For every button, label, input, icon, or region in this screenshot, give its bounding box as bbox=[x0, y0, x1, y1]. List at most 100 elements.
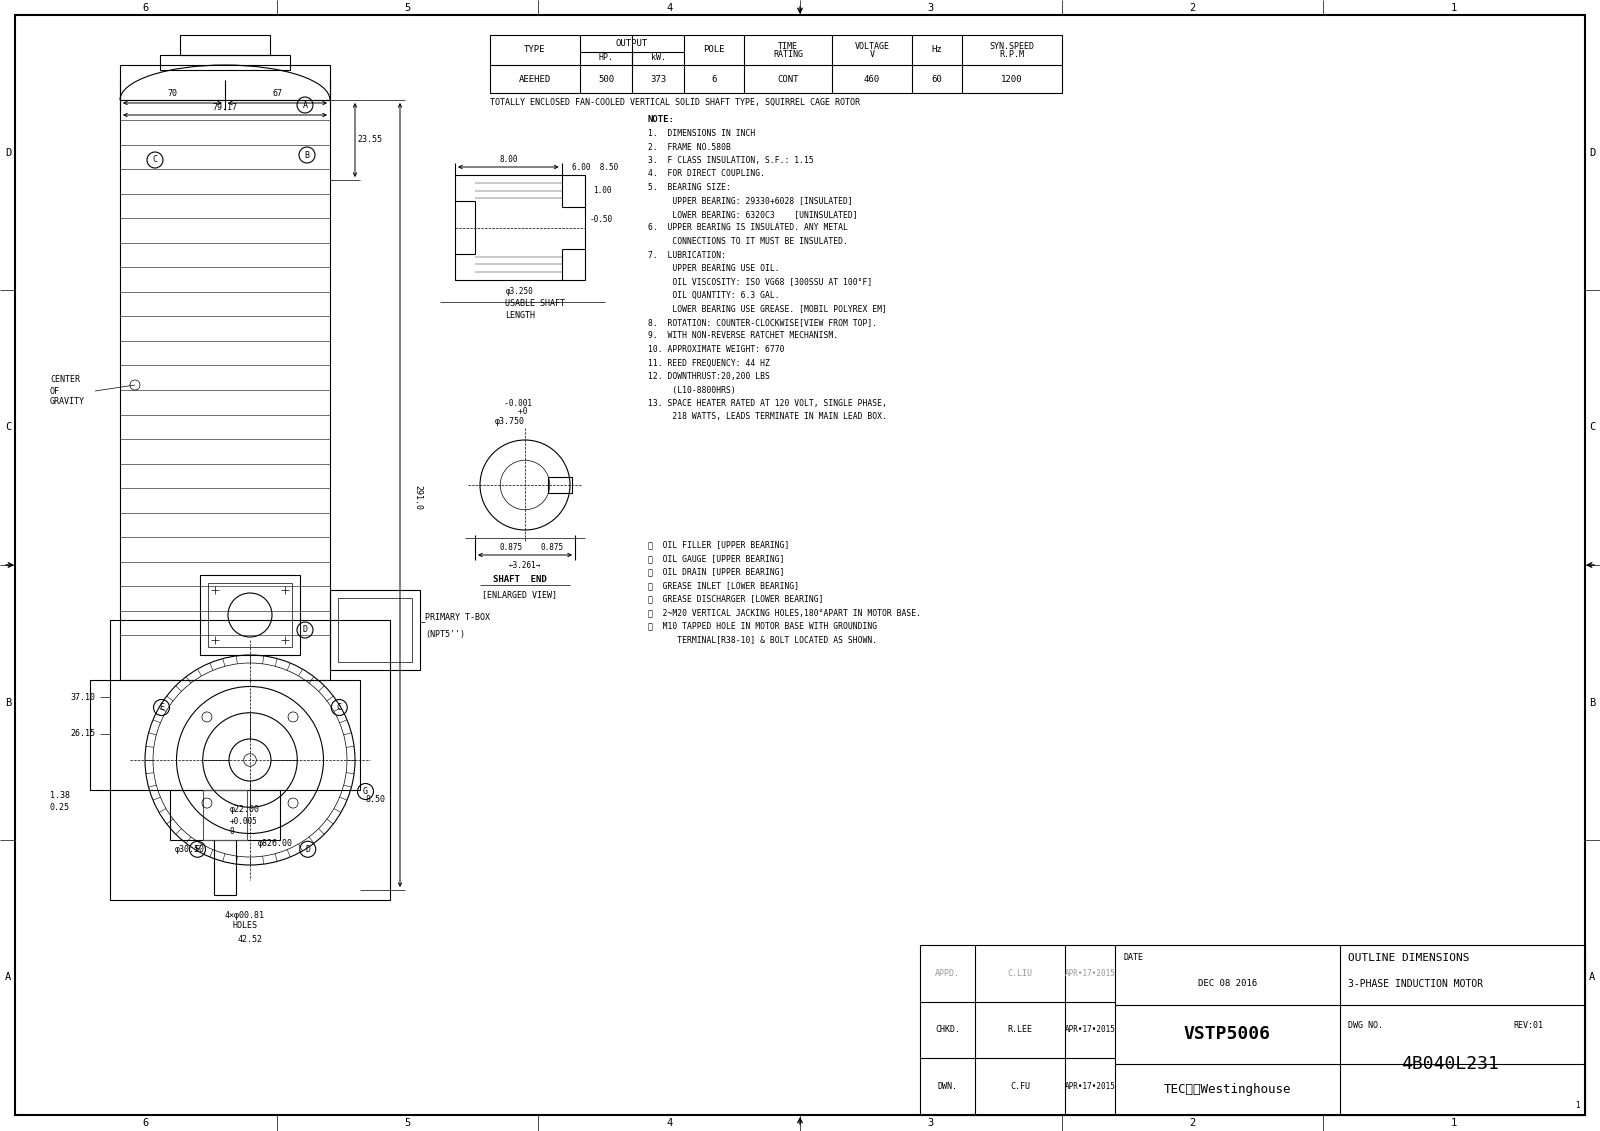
Text: B: B bbox=[304, 150, 309, 159]
Text: C.LIU: C.LIU bbox=[1008, 969, 1032, 978]
Text: TOTALLY ENCLOSED FAN-COOLED VERTICAL SOLID SHAFT TYPE, SQUIRREL CAGE ROTOR: TOTALLY ENCLOSED FAN-COOLED VERTICAL SOL… bbox=[490, 97, 861, 106]
Text: C: C bbox=[152, 155, 157, 164]
Text: A: A bbox=[5, 973, 11, 983]
Text: B: B bbox=[1589, 698, 1595, 708]
Text: 2: 2 bbox=[1189, 1119, 1195, 1128]
Text: OIL VISCOSITY: ISO VG68 [300SSU AT 100°F]: OIL VISCOSITY: ISO VG68 [300SSU AT 100°F… bbox=[648, 277, 872, 286]
Text: A: A bbox=[302, 101, 307, 110]
Bar bbox=[110, 620, 390, 900]
Bar bbox=[454, 175, 586, 280]
Text: DWN.: DWN. bbox=[938, 1082, 957, 1091]
Text: 1.38: 1.38 bbox=[50, 791, 70, 800]
Text: 218 WATTS, LEADS TERMINATE IN MAIN LEAD BOX.: 218 WATTS, LEADS TERMINATE IN MAIN LEAD … bbox=[648, 413, 886, 422]
Text: 42.52: 42.52 bbox=[237, 935, 262, 944]
Text: GRAVITY: GRAVITY bbox=[50, 397, 85, 406]
Text: CHKD.: CHKD. bbox=[934, 1026, 960, 1035]
Text: φ22.00: φ22.00 bbox=[230, 805, 259, 814]
Text: 6: 6 bbox=[712, 75, 717, 84]
Text: 23.55: 23.55 bbox=[357, 136, 382, 145]
Text: HP.: HP. bbox=[598, 53, 613, 62]
Text: 60: 60 bbox=[931, 75, 942, 84]
Text: TERMINAL[R38-10] & BOLT LOCATED AS SHOWN.: TERMINAL[R38-10] & BOLT LOCATED AS SHOWN… bbox=[648, 634, 877, 644]
Text: TYPE: TYPE bbox=[525, 45, 546, 54]
Text: C: C bbox=[5, 423, 11, 432]
Text: 4.  FOR DIRECT COUPLING.: 4. FOR DIRECT COUPLING. bbox=[648, 170, 765, 179]
Text: Ⓔ  GREASE DISCHARGER [LOWER BEARING]: Ⓔ GREASE DISCHARGER [LOWER BEARING] bbox=[648, 595, 824, 604]
Text: 7.  LUBRICATION:: 7. LUBRICATION: bbox=[648, 250, 726, 259]
Text: 1.  DIMENSIONS IN INCH: 1. DIMENSIONS IN INCH bbox=[648, 129, 755, 138]
Text: 6.00  8.50: 6.00 8.50 bbox=[573, 163, 618, 172]
Text: 5: 5 bbox=[405, 3, 411, 12]
Text: 0.25: 0.25 bbox=[50, 803, 70, 812]
Text: R.LEE: R.LEE bbox=[1008, 1026, 1032, 1035]
Text: Ⓕ  2~M20 VERTICAL JACKING HOLES,180°APART IN MOTOR BASE.: Ⓕ 2~M20 VERTICAL JACKING HOLES,180°APART… bbox=[648, 608, 922, 618]
Text: VSTP5006: VSTP5006 bbox=[1184, 1025, 1270, 1043]
Text: CENTER: CENTER bbox=[50, 375, 80, 385]
Text: 9.  WITH NON-REVERSE RATCHET MECHANISM.: 9. WITH NON-REVERSE RATCHET MECHANISM. bbox=[648, 331, 838, 340]
Text: Ⓑ  OIL GAUGE [UPPER BEARING]: Ⓑ OIL GAUGE [UPPER BEARING] bbox=[648, 554, 784, 563]
Text: LOWER BEARING USE GREASE. [MOBIL POLYREX EM]: LOWER BEARING USE GREASE. [MOBIL POLYREX… bbox=[648, 304, 886, 313]
Bar bbox=[170, 789, 280, 840]
Text: D: D bbox=[5, 147, 11, 157]
Text: 3-PHASE INDUCTION MOTOR: 3-PHASE INDUCTION MOTOR bbox=[1347, 978, 1483, 988]
Text: φ3.250: φ3.250 bbox=[506, 287, 534, 296]
Text: APR•17•2015: APR•17•2015 bbox=[1064, 1082, 1115, 1091]
Bar bbox=[160, 55, 290, 70]
Text: F: F bbox=[195, 845, 200, 854]
Bar bbox=[547, 477, 573, 493]
Text: 10. APPROXIMATE WEIGHT: 6770: 10. APPROXIMATE WEIGHT: 6770 bbox=[648, 345, 784, 354]
Text: 460: 460 bbox=[864, 75, 880, 84]
Text: A: A bbox=[1589, 973, 1595, 983]
Text: Ⓐ  OIL FILLER [UPPER BEARING]: Ⓐ OIL FILLER [UPPER BEARING] bbox=[648, 541, 789, 550]
Text: DEC 08 2016: DEC 08 2016 bbox=[1198, 979, 1258, 988]
Text: φ3.750: φ3.750 bbox=[494, 417, 525, 426]
Text: DWG NO.: DWG NO. bbox=[1347, 1021, 1382, 1030]
Bar bbox=[179, 35, 270, 55]
Text: 0.875: 0.875 bbox=[541, 543, 563, 552]
Text: C: C bbox=[336, 703, 342, 713]
Bar bbox=[208, 582, 291, 647]
Text: CONNECTIONS TO IT MUST BE INSULATED.: CONNECTIONS TO IT MUST BE INSULATED. bbox=[648, 238, 848, 247]
Text: 3: 3 bbox=[928, 1119, 934, 1128]
Text: HOLES: HOLES bbox=[232, 922, 258, 931]
Text: CONT: CONT bbox=[778, 75, 798, 84]
Text: 3: 3 bbox=[928, 3, 934, 12]
Text: Hz: Hz bbox=[931, 45, 942, 54]
Text: 8.00: 8.00 bbox=[499, 155, 517, 164]
Text: 37.10: 37.10 bbox=[70, 692, 94, 701]
Text: REV:01: REV:01 bbox=[1514, 1021, 1542, 1030]
Bar bbox=[338, 598, 413, 662]
Bar bbox=[120, 100, 330, 680]
Text: OIL QUANTITY: 6.3 GAL.: OIL QUANTITY: 6.3 GAL. bbox=[648, 291, 779, 300]
Text: φ826.00: φ826.00 bbox=[258, 839, 293, 848]
Text: RATING: RATING bbox=[773, 50, 803, 59]
Text: TECⓈⓈWestinghouse: TECⓈⓈWestinghouse bbox=[1163, 1083, 1291, 1096]
Text: 8.  ROTATION: COUNTER-CLOCKWISE[VIEW FROM TOP].: 8. ROTATION: COUNTER-CLOCKWISE[VIEW FROM… bbox=[648, 318, 877, 327]
Text: (NPT5''): (NPT5'') bbox=[426, 630, 466, 639]
Text: SYN.SPEED: SYN.SPEED bbox=[989, 42, 1035, 51]
Bar bbox=[330, 590, 419, 670]
Text: 373: 373 bbox=[650, 75, 666, 84]
Bar bbox=[200, 575, 301, 655]
Text: -0.50: -0.50 bbox=[590, 215, 613, 224]
Text: Ⓖ  M10 TAPPED HOLE IN MOTOR BASE WITH GROUNDING: Ⓖ M10 TAPPED HOLE IN MOTOR BASE WITH GRO… bbox=[648, 622, 877, 630]
Bar bbox=[120, 64, 330, 100]
Text: 79.17: 79.17 bbox=[213, 103, 237, 112]
Text: 67: 67 bbox=[272, 88, 283, 97]
Text: POLE: POLE bbox=[704, 45, 725, 54]
Text: B: B bbox=[5, 698, 11, 708]
Text: 5.  BEARING SIZE:: 5. BEARING SIZE: bbox=[648, 183, 731, 192]
Text: 1: 1 bbox=[1576, 1100, 1581, 1110]
Text: 1: 1 bbox=[1451, 1119, 1458, 1128]
Text: UPPER BEARING: 29330+6028 [INSULATED]: UPPER BEARING: 29330+6028 [INSULATED] bbox=[648, 197, 853, 206]
Bar bbox=[90, 680, 360, 789]
Text: 0: 0 bbox=[230, 828, 235, 837]
Text: +0: +0 bbox=[494, 407, 528, 416]
Text: C.FU: C.FU bbox=[1010, 1082, 1030, 1091]
Text: 5: 5 bbox=[405, 1119, 411, 1128]
Bar bbox=[920, 946, 1586, 1115]
Text: 500: 500 bbox=[598, 75, 614, 84]
Text: AEEHED: AEEHED bbox=[518, 75, 550, 84]
Text: φ30.50: φ30.50 bbox=[174, 846, 205, 855]
Text: 291.0: 291.0 bbox=[413, 485, 422, 510]
